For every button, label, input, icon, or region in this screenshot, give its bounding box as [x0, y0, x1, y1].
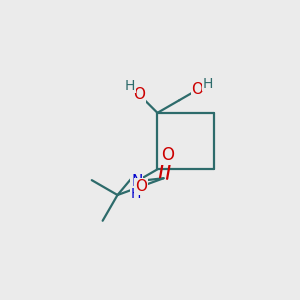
Text: H: H: [203, 76, 213, 91]
Text: N: N: [131, 174, 142, 189]
Text: H: H: [131, 187, 141, 201]
Text: H: H: [125, 79, 135, 92]
Text: O: O: [134, 88, 146, 103]
Text: O: O: [191, 82, 203, 97]
Text: O: O: [135, 179, 147, 194]
Text: O: O: [161, 146, 174, 164]
